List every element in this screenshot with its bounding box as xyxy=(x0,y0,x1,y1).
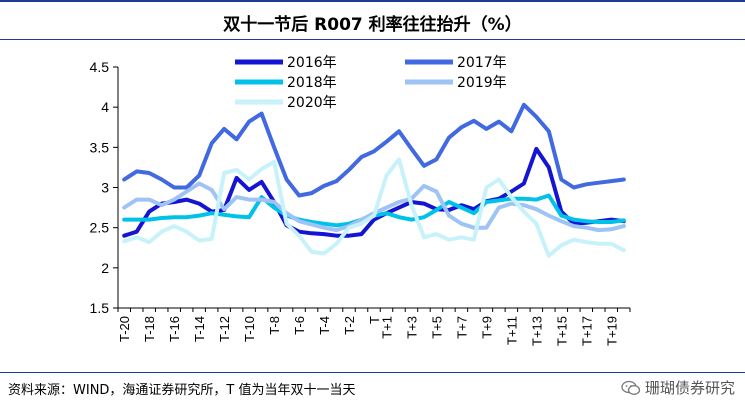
x-tick-label: T+7 xyxy=(454,316,469,339)
legend-label-2019: 2019年 xyxy=(457,75,507,91)
y-tick-label: 1.5 xyxy=(90,300,110,316)
x-tick-label: T-14 xyxy=(192,316,207,342)
legend-label-2016: 2016年 xyxy=(287,55,337,71)
watermark: 珊瑚债券研究 xyxy=(621,377,735,398)
x-tick-label: T-20 xyxy=(117,316,132,342)
y-tick-label: 3.5 xyxy=(90,139,110,155)
x-tick-label: T xyxy=(367,316,382,324)
y-tick-label: 2 xyxy=(101,260,109,276)
y-tick-label: 2.5 xyxy=(90,220,110,236)
line-chart: 1.5 2 2.5 3 3.5 4 4.5 T-20 T-18 T-16 T-14 T-12 T-10 T… xyxy=(90,55,631,346)
x-tick-label: T-6 xyxy=(292,316,307,335)
wechat-icon xyxy=(621,380,641,395)
x-tick-label: T-2 xyxy=(342,316,357,335)
chart-series xyxy=(122,102,626,258)
x-tick-label: T+17 xyxy=(579,316,594,346)
x-tick-label: T+9 xyxy=(479,316,494,339)
x-tick-label: T-16 xyxy=(167,316,182,342)
x-tick-label: T+11 xyxy=(504,316,519,345)
x-tick-label: T+1 xyxy=(379,316,394,339)
x-tick-label: T-8 xyxy=(267,316,282,335)
series-line-2017 xyxy=(122,102,626,198)
watermark-text: 珊瑚债券研究 xyxy=(644,379,735,397)
legend-label-2017: 2017年 xyxy=(457,55,507,71)
chart-legend: 2016年 2017年 2018年 2019年 2020年 xyxy=(235,55,507,111)
series-line-2016 xyxy=(122,146,626,238)
series-line-2020 xyxy=(122,157,626,258)
footer: 资料来源：WIND，海通证券研究所，T 值为当年双十一当天 珊瑚债券研究 xyxy=(0,372,745,404)
y-tick-label: 4 xyxy=(101,99,109,115)
x-tick-label: T+3 xyxy=(404,316,419,339)
x-tick-label: T-10 xyxy=(242,316,257,342)
series-line-2019 xyxy=(122,181,626,233)
x-tick-label: T+15 xyxy=(554,316,569,346)
title-bar: 双十一节后 R007 利率往往抬升（%） xyxy=(0,0,745,40)
chart-title: 双十一节后 R007 利率往往抬升（%） xyxy=(223,15,522,35)
x-tick-label: T+19 xyxy=(604,316,619,346)
source-note: 资料来源：WIND，海通证券研究所，T 值为当年双十一当天 xyxy=(8,383,356,398)
legend-label-2020: 2020年 xyxy=(287,95,337,111)
x-tick-label: T-12 xyxy=(217,316,232,342)
x-tick-label: T+13 xyxy=(529,316,544,346)
x-tick-label: T-4 xyxy=(317,316,332,335)
x-tick-label: T-18 xyxy=(142,316,157,342)
x-tick-label: T+5 xyxy=(429,316,444,339)
y-tick-label: 3 xyxy=(101,180,109,196)
y-tick-label: 4.5 xyxy=(90,59,110,75)
legend-label-2018: 2018年 xyxy=(287,75,337,91)
chart-axes: 1.5 2 2.5 3 3.5 4 4.5 T-20 T-18 T-16 T-14 T-12 T-10 T… xyxy=(90,59,631,346)
